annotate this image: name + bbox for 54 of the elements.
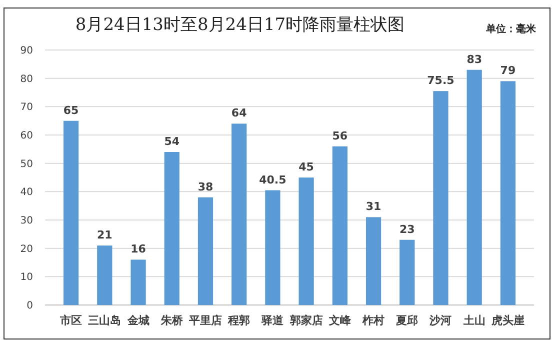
- x-tick-label: 文峰: [328, 314, 352, 327]
- data-label: 79: [500, 64, 516, 78]
- bar: [164, 152, 180, 305]
- x-tick-label: 金城: [126, 314, 150, 327]
- text: 单位：毫米: [485, 23, 537, 35]
- data-label: 65: [63, 104, 79, 117]
- bar: [63, 120, 79, 305]
- bar: [232, 124, 247, 305]
- bar: [332, 146, 348, 305]
- bar: [130, 260, 146, 305]
- bar: [433, 91, 448, 305]
- x-tick-label: 三山岛: [88, 314, 122, 327]
- x-tick-label: 土山: [462, 314, 486, 327]
- data-label: 45: [298, 160, 314, 174]
- bar: [198, 197, 214, 305]
- bar: [97, 246, 112, 305]
- y-tick-label: 80: [20, 74, 33, 85]
- data-label: 75.5: [427, 74, 454, 88]
- y-tick-label: 70: [20, 102, 33, 114]
- y-tick-label: 0: [26, 300, 33, 312]
- y-tick-label: 10: [20, 272, 33, 284]
- x-tick-label: 沙河: [428, 314, 452, 327]
- bar: [400, 240, 415, 305]
- bar: [366, 217, 382, 305]
- x-tick-label: 虎头崖: [490, 314, 524, 327]
- data-label: 16: [130, 242, 146, 256]
- y-tick-label: 30: [20, 216, 33, 226]
- x-tick-label: 夏邱: [395, 314, 418, 327]
- bar: [500, 81, 516, 305]
- data-label: 21: [97, 228, 112, 242]
- chart-title: 8月24日13时至8月24日17时降雨量柱状图: [75, 15, 405, 35]
- y-tick-label: 90: [20, 46, 33, 56]
- data-label: 23: [399, 222, 415, 236]
- data-label: 54: [164, 135, 180, 148]
- y-tick-label: 50: [20, 158, 33, 170]
- x-tick-label: 朱桥: [160, 314, 184, 327]
- data-label: 56: [332, 129, 348, 142]
- data-label: 64: [231, 106, 248, 120]
- x-tick-label: 程郭: [227, 314, 250, 327]
- bar: [265, 190, 280, 305]
- bar: [298, 178, 314, 305]
- x-tick-label: 平里店: [188, 314, 222, 327]
- x-tick-label: 驿道: [260, 314, 285, 327]
- y-tick-label: 40: [20, 187, 33, 198]
- x-tick-label: 郭家店: [288, 314, 323, 327]
- bar: [466, 70, 482, 305]
- data-label: 38: [198, 180, 214, 194]
- data-label: 83: [466, 52, 482, 66]
- x-tick-label: 柞村: [362, 314, 385, 327]
- y-tick-label: 60: [20, 130, 33, 142]
- data-label: 31: [366, 200, 382, 214]
- data-label: 40.5: [259, 173, 286, 186]
- x-tick-label: 市区: [59, 314, 82, 327]
- y-tick-label: 20: [20, 244, 33, 255]
